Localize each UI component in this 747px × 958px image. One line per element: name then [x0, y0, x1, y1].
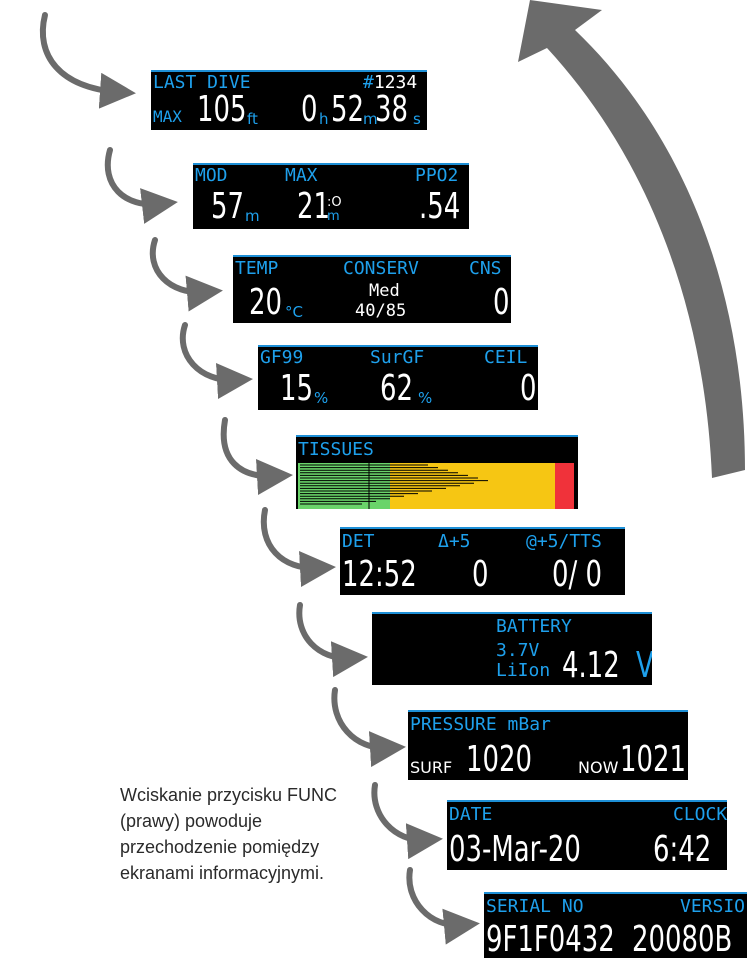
cns-label: CNS	[469, 258, 502, 279]
tissues-title: TISSUES	[298, 439, 374, 460]
gf99-unit: %	[314, 389, 329, 407]
tts-value: 0/ 0	[552, 554, 602, 595]
max-o2-value: 21	[297, 186, 330, 227]
hours-unit: h	[319, 110, 329, 128]
max-label: MAX	[153, 107, 182, 126]
mod-unit: m	[245, 207, 260, 225]
surgf-label: SurGF	[370, 347, 425, 368]
battery-type-voltage: 3.7V	[496, 640, 540, 661]
max-o2-unit: m	[327, 209, 340, 224]
battery-type-chem: LiIon	[496, 660, 551, 681]
arrow-6	[260, 507, 336, 587]
gf99-value: 15	[280, 368, 313, 409]
battery-voltage-unit: V	[636, 645, 652, 685]
hours-value: 0	[301, 89, 318, 130]
ceil-label: CEIL	[484, 347, 528, 368]
date-clock-screen: DATE CLOCK 03-Mar-20 6:42	[447, 800, 727, 870]
surgf-unit: %	[418, 389, 433, 407]
minutes-value: 52	[331, 89, 364, 130]
det-screen: DET Δ+5 @+5/TTS 12:52 0 0/ 0	[340, 527, 625, 595]
seconds-unit: s	[413, 110, 421, 128]
version-label: VERSIO	[680, 896, 746, 917]
date-value: 03-Mar-20	[449, 829, 581, 870]
serial-value: 9F1F0432	[486, 919, 615, 958]
tts-label: @+5/TTS	[526, 531, 602, 552]
battery-screen: BATTERY 3.7V LiIon 4.12 V	[372, 612, 652, 685]
delta-plus5-label: Δ+5	[438, 531, 471, 552]
surgf-value: 62	[380, 368, 413, 409]
clock-value: 6:42	[653, 829, 712, 870]
o2-unit: :O	[327, 195, 342, 210]
gf99-label: GF99	[260, 347, 304, 368]
arrow-5	[220, 417, 293, 495]
ceil-value: 0	[520, 368, 537, 409]
tissue-bar-graph	[298, 455, 574, 509]
mod-screen: MOD MAX PPO2 57 m 21 :O m .54	[193, 163, 469, 229]
cns-value: 0	[493, 282, 510, 323]
version-value: 20080B	[632, 919, 733, 958]
arrow-4	[179, 322, 253, 399]
temp-unit: °C	[285, 303, 303, 321]
det-label: DET	[342, 531, 375, 552]
max-o2-label: MAX	[285, 165, 318, 186]
battery-voltage-value: 4.12	[562, 645, 620, 685]
tissue-red-zone	[555, 463, 574, 509]
battery-title: BATTERY	[496, 616, 572, 637]
depth-unit: ft	[247, 110, 258, 128]
mod-label: MOD	[195, 165, 228, 186]
tissues-screen: TISSUES	[296, 435, 578, 509]
now-label: NOW	[578, 758, 619, 777]
det-value: 12:52	[342, 554, 417, 595]
dive-number-value: 1234	[373, 72, 418, 93]
serial-label: SERIAL NO	[486, 896, 584, 917]
last-dive-screen: LAST DIVE #1234 MAX 105 ft 0 h 52 m 38 s	[151, 70, 427, 130]
now-value: 1021	[620, 739, 686, 780]
caption-text: Wciskanie przycisku FUNC (prawy) powoduj…	[120, 785, 338, 883]
ppo2-value: .54	[419, 186, 461, 227]
seconds-value: 38	[375, 89, 408, 130]
pressure-title: PRESSURE mBar	[410, 714, 551, 735]
serial-screen: SERIAL NO VERSIO 9F1F0432 20080B	[484, 892, 747, 958]
arrow-9	[371, 782, 443, 860]
conserv-label: CONSERV	[343, 258, 419, 279]
minutes-unit: m	[363, 110, 378, 128]
delta-plus5-value: 0	[472, 554, 489, 595]
last-dive-title: LAST DIVE	[153, 72, 251, 93]
arrow-3	[149, 237, 223, 312]
conserv-gf: 40/85	[355, 301, 407, 321]
return-arrow	[518, 0, 745, 478]
clock-label: CLOCK	[673, 804, 727, 825]
arrow-8	[331, 687, 406, 768]
surf-label: SURF	[410, 758, 453, 777]
date-label: DATE	[449, 804, 493, 825]
max-depth-value: 105	[197, 89, 247, 130]
arrow-10	[406, 867, 480, 945]
conserv-value: Med	[369, 281, 400, 301]
temp-label: TEMP	[235, 258, 279, 279]
arrow-2	[104, 147, 178, 224]
arrow-1	[39, 12, 136, 109]
temp-value: 20	[249, 282, 282, 323]
dive-number: #1234	[363, 72, 418, 93]
ppo2-label: PPO2	[415, 165, 459, 186]
pressure-screen: PRESSURE mBar SURF 1020 NOW 1021	[408, 710, 688, 780]
mod-value: 57	[211, 186, 244, 227]
gf-screen: GF99 SurGF CEIL 15 % 62 % 0	[258, 345, 538, 410]
temp-screen: TEMP CONSERV CNS 20 °C Med 40/85 0	[233, 255, 511, 323]
surf-value: 1020	[466, 739, 532, 780]
arrow-7	[296, 602, 368, 678]
